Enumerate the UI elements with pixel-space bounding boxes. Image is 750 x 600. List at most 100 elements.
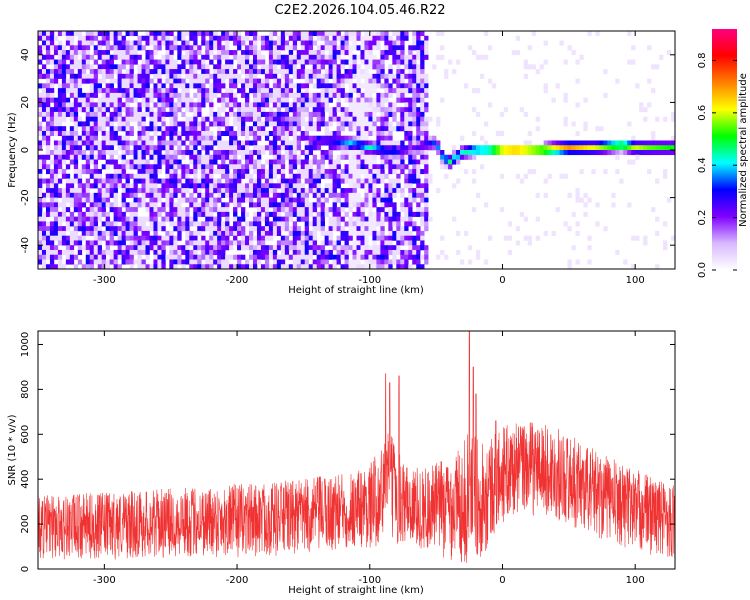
heatmap-cell	[396, 54, 401, 60]
heatmap-cell	[77, 97, 83, 103]
heatmap-cell	[420, 159, 425, 165]
heatmap-cell	[372, 159, 377, 165]
heatmap-cell	[300, 50, 306, 56]
heatmap-cell	[376, 216, 381, 222]
heatmap-cell	[316, 211, 321, 217]
heatmap-cell	[225, 245, 230, 251]
heatmap-cell	[292, 164, 298, 170]
heatmap-cell	[185, 88, 190, 94]
heatmap-cell	[197, 183, 202, 189]
heatmap-cell	[575, 102, 580, 108]
heatmap-cell	[364, 188, 369, 194]
heatmap-cell	[38, 216, 43, 222]
heatmap-cell	[627, 31, 632, 37]
heatmap-cell	[392, 207, 397, 213]
heatmap-cell	[49, 45, 55, 51]
heatmap-cell	[352, 264, 357, 269]
heatmap-cell	[109, 188, 114, 194]
heatmap-cell	[324, 102, 329, 108]
heatmap-cell	[45, 240, 51, 246]
heatmap-cell	[292, 126, 298, 132]
heatmap-cell	[157, 150, 162, 156]
heatmap-cell	[197, 202, 202, 208]
heatmap-cell	[169, 154, 174, 160]
heatmap-cell	[352, 59, 357, 65]
heatmap-cell	[304, 92, 310, 98]
heatmap-cell	[344, 111, 349, 117]
heatmap-cell	[145, 169, 150, 175]
heatmap-cell	[412, 173, 417, 179]
heatmap-cell	[137, 126, 142, 132]
heatmap-cell	[101, 178, 106, 184]
heatmap-cell	[292, 92, 298, 98]
heatmap-cell	[177, 140, 182, 146]
heatmap-cell	[272, 202, 278, 208]
heatmap-cell	[280, 197, 286, 203]
heatmap-cell	[245, 183, 250, 189]
heatmap-cell	[117, 92, 122, 98]
heatmap-cell	[77, 45, 83, 51]
heatmap-cell	[400, 207, 405, 213]
heatmap-cell	[300, 64, 306, 70]
heatmap-cell	[368, 50, 373, 56]
heatmap-cell	[105, 88, 110, 94]
heatmap-cell	[348, 83, 353, 89]
heatmap-cell	[161, 69, 166, 75]
heatmap-cell	[388, 164, 393, 170]
heatmap-cell	[101, 150, 106, 156]
heatmap-cell	[643, 145, 648, 151]
heatmap-cell	[272, 40, 278, 46]
heatmap-cell	[392, 221, 397, 227]
heatmap-cell	[81, 230, 87, 236]
heatmap-cell	[53, 221, 59, 227]
heatmap-cell	[272, 130, 278, 137]
heatmap-cell	[296, 192, 302, 198]
heatmap-cell	[121, 245, 126, 251]
heatmap-cell	[368, 45, 373, 51]
heatmap-cell	[133, 211, 138, 217]
x-tick-label: -200	[226, 275, 249, 286]
heatmap-cell	[412, 97, 417, 103]
heatmap-cell	[280, 140, 286, 146]
heatmap-cell	[332, 107, 337, 113]
heatmap-cell	[205, 178, 210, 184]
heatmap-cell	[252, 45, 258, 51]
heatmap-cell	[272, 59, 278, 65]
heatmap-cell	[109, 159, 114, 165]
heatmap-cell	[380, 178, 385, 184]
heatmap-cell	[440, 164, 445, 170]
heatmap-cell	[436, 140, 441, 146]
heatmap-cell	[344, 164, 349, 170]
heatmap-cell	[241, 69, 246, 75]
heatmap-cell	[185, 240, 190, 246]
heatmap-cell	[49, 107, 55, 113]
heatmap-cell	[45, 107, 51, 113]
heatmap-cell	[252, 40, 258, 46]
heatmap-cell	[89, 73, 95, 79]
heatmap-cell	[328, 59, 333, 65]
y-tick-label: 600	[20, 425, 31, 444]
heatmap-cell	[348, 145, 353, 151]
heatmap-cell	[412, 102, 417, 108]
heatmap-cell	[368, 126, 373, 132]
heatmap-cell	[77, 83, 83, 89]
heatmap-cell	[89, 249, 95, 256]
heatmap-cell	[81, 107, 87, 113]
heatmap-cell	[217, 35, 222, 41]
heatmap-cell	[420, 116, 425, 122]
heatmap-cell	[324, 31, 329, 37]
heatmap-cell	[320, 159, 325, 165]
heatmap-cell	[93, 50, 99, 56]
heatmap-cell	[81, 202, 87, 208]
heatmap-cell	[189, 121, 194, 127]
heatmap-cell	[233, 35, 238, 41]
heatmap-cell	[288, 54, 294, 60]
heatmap-cell	[49, 40, 55, 46]
heatmap-cell	[272, 92, 278, 98]
heatmap-cell	[332, 216, 337, 222]
heatmap-cell	[631, 159, 636, 165]
heatmap-cell	[380, 130, 385, 137]
heatmap-cell	[217, 73, 222, 79]
heatmap-cell	[161, 154, 166, 160]
heatmap-cell	[479, 135, 485, 141]
